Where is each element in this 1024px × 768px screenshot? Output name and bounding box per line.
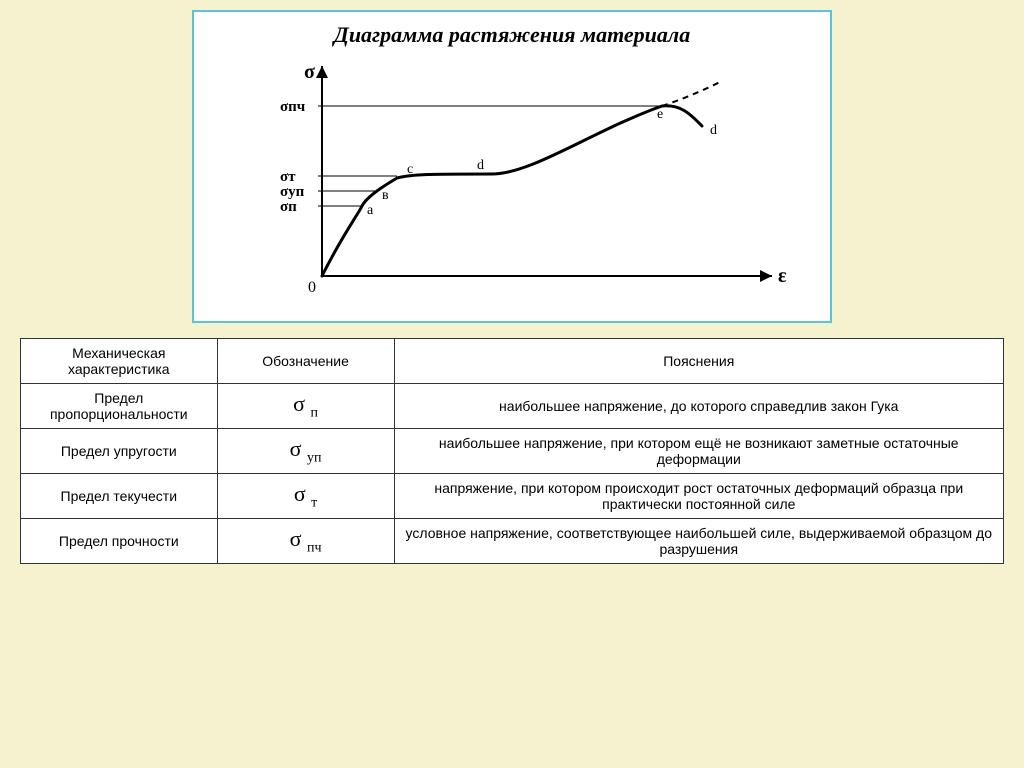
svg-text:σпч: σпч (280, 99, 306, 115)
diagram-panel: Диаграмма растяжения материала σε0σпчσтσ… (192, 10, 832, 323)
cell-description: наибольшее напряжение, до которого справ… (394, 384, 1003, 429)
svg-text:с: с (407, 162, 413, 177)
cell-symbol: σ уп (217, 429, 394, 474)
sigma-sub: т (311, 495, 317, 510)
cell-description: наибольшее напряжение, при котором ещё н… (394, 429, 1003, 474)
header-symbol: Обозначение (217, 339, 394, 384)
header-characteristic: Механическая характеристика (21, 339, 218, 384)
sigma-sub: уп (307, 450, 322, 465)
cell-symbol: σ т (217, 474, 394, 519)
table-header-row: Механическая характеристика Обозначение … (21, 339, 1004, 384)
svg-text:е: е (657, 107, 663, 122)
stress-strain-chart: σ ε 0 σпч σтσупσп ав с d е d (232, 56, 792, 306)
table-row: Предел упругостиσ упнаибольшее напряжени… (21, 429, 1004, 474)
sigma-main: σ (290, 526, 302, 551)
cell-symbol: σ п (217, 384, 394, 429)
svg-text:а: а (367, 203, 374, 218)
svg-text:σп: σп (280, 199, 297, 215)
sigma-main: σ (293, 391, 305, 416)
cell-description: условное напряжение, соответствующее наи… (394, 519, 1003, 564)
characteristics-table: Механическая характеристика Обозначение … (20, 338, 1004, 564)
svg-text:в: в (382, 188, 389, 203)
cell-characteristic: Предел упругости (21, 429, 218, 474)
cell-symbol: σ пч (217, 519, 394, 564)
table-row: Предел текучестиσ тнапряжение, при котор… (21, 474, 1004, 519)
svg-text:0: 0 (308, 279, 316, 296)
cell-characteristic: Предел пропорциональности (21, 384, 218, 429)
table-row: Предел пропорциональностиσ пнаибольшее н… (21, 384, 1004, 429)
diagram-title: Диаграмма растяжения материала (214, 22, 810, 48)
svg-text:ε: ε (778, 265, 787, 287)
sigma-sub: п (310, 405, 318, 420)
cell-characteristic: Предел прочности (21, 519, 218, 564)
cell-description: напряжение, при котором происходит рост … (394, 474, 1003, 519)
svg-text:d: d (477, 158, 484, 173)
sigma-main: σ (290, 436, 302, 461)
cell-characteristic: Предел текучести (21, 474, 218, 519)
header-description: Пояснения (394, 339, 1003, 384)
svg-text:d: d (710, 123, 717, 138)
sigma-sub: пч (307, 540, 322, 555)
table-row: Предел прочностиσ пчусловное напряжение,… (21, 519, 1004, 564)
sigma-main: σ (294, 481, 306, 506)
svg-text:σ: σ (304, 61, 315, 83)
svg-text:σуп: σуп (280, 184, 305, 200)
svg-text:σт: σт (280, 169, 296, 185)
